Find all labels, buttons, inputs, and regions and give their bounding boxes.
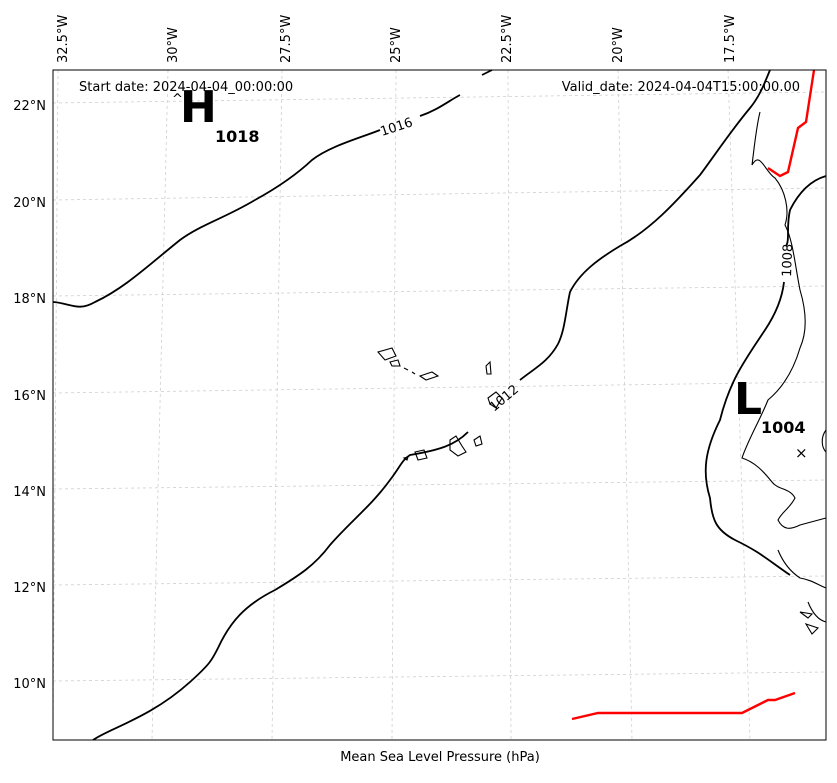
lat-label: 22°N [13,99,46,114]
isobars [52,69,827,741]
lon-label: 25°W [389,27,404,63]
map-caption: Mean Sea Level Pressure (hPa) [340,750,540,765]
isobar-1016 [52,69,493,308]
low-center-marker: × [795,444,808,462]
valid-date: Valid_date: 2024-04-04T15:00:00.00 [562,80,800,95]
latitude-labels: 22°N 20°N 18°N 16°N 14°N 12°N 10°N [13,99,46,692]
start-date: Start date: 2024-04-04_00:00:00 [79,80,293,95]
map-frame [52,69,827,741]
high-center-letter: H [180,82,217,133]
red-lines [571,69,816,721]
isobar-1012 [92,69,771,741]
longitude-labels: 32.5°W 30°W 27.5°W 25°W 22.5°W 20°W 17.5… [56,15,738,63]
lat-label: 20°N [13,196,46,211]
red-line-north [767,69,816,178]
lon-label: 32.5°W [56,15,71,63]
red-line-south [571,691,796,721]
high-center-value: 1018 [215,127,260,146]
isobar-label-1016: 1016 [379,115,415,139]
lat-label: 18°N [13,292,46,307]
low-center-value: 1004 [761,418,806,437]
lon-label: 17.5°W [723,15,738,63]
isobar-label-1012: 1012 [487,382,522,415]
gridlines [52,69,827,741]
lat-label: 16°N [13,389,46,404]
isobar-label-1008: 1008 [780,244,796,278]
high-marker: ^ [172,92,183,107]
lat-label: 10°N [13,677,46,692]
lon-label: 22.5°W [500,15,515,63]
lat-label: 14°N [13,485,46,500]
lat-label: 12°N [13,581,46,596]
isobar-1008 [704,175,827,576]
lon-label: 20°W [611,27,626,63]
low-center-letter: L [734,374,762,425]
lon-label: 27.5°W [279,15,294,63]
coastline [377,111,827,635]
lon-label: 30°W [166,27,181,63]
